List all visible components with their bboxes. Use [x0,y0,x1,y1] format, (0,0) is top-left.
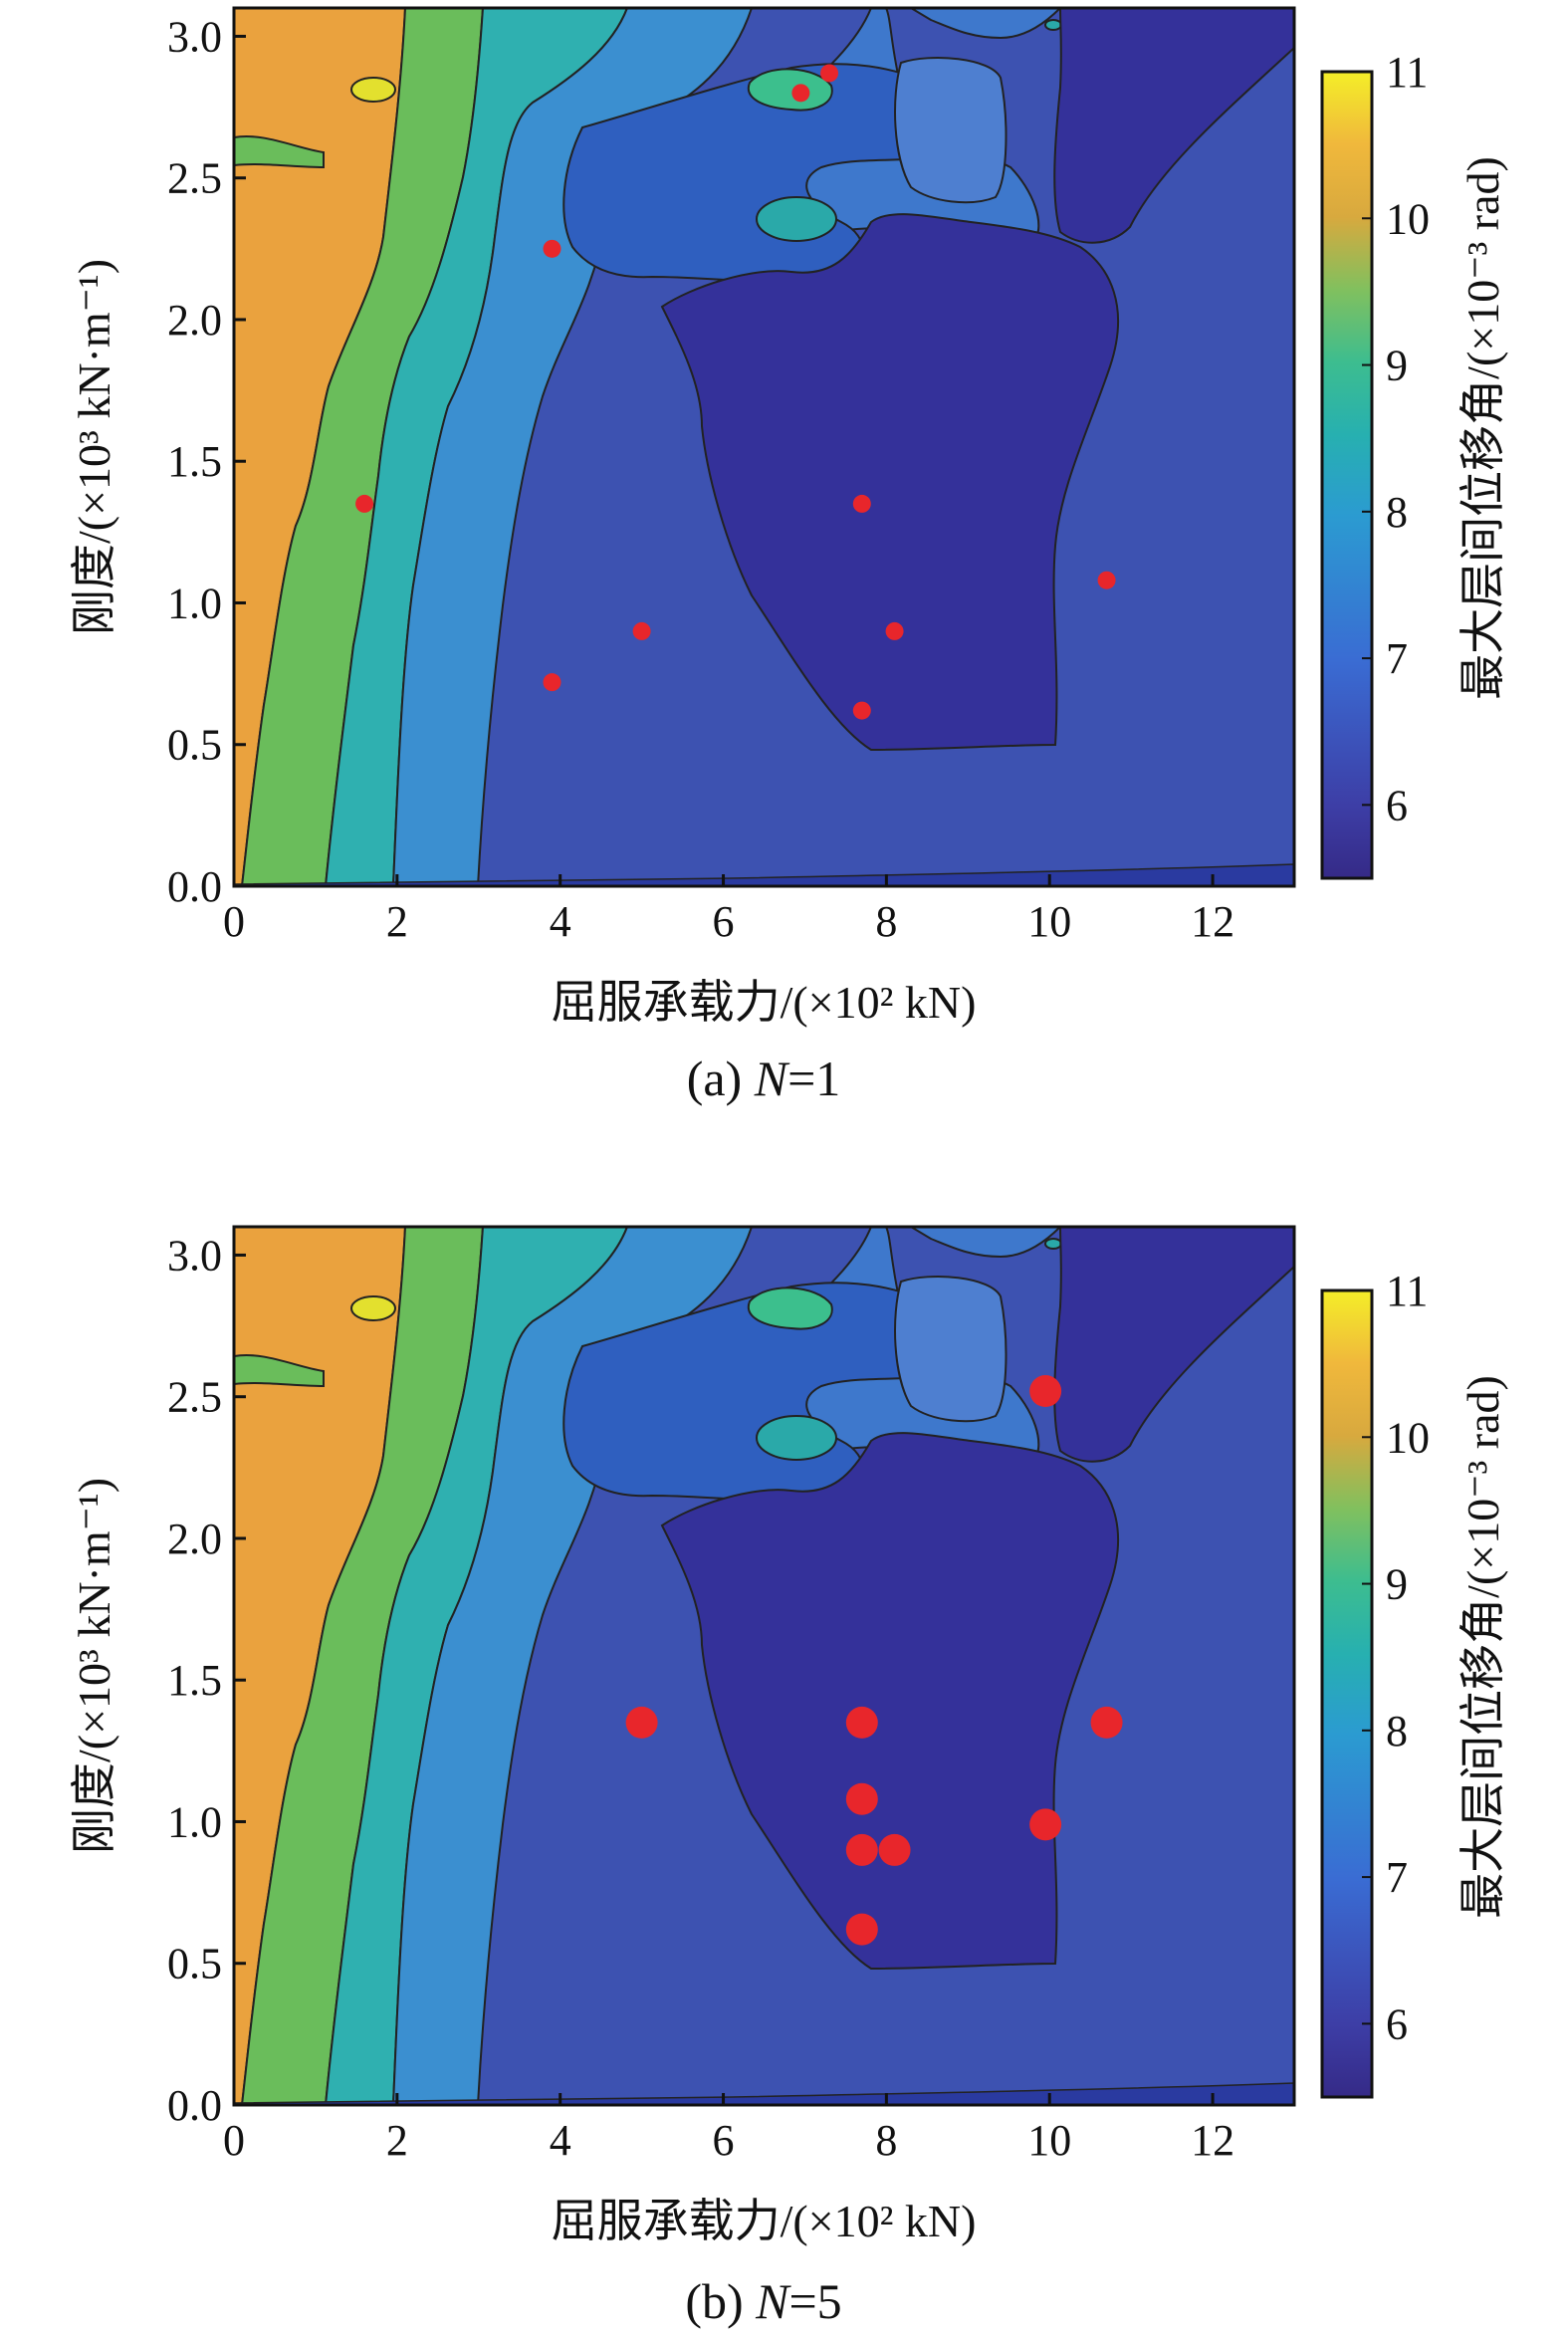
x-tick-label: 2 [386,897,408,946]
panel-b: 0 2 4 6 8 10 12 0.0 0.5 1.0 1.5 2.0 2.5 3.0 屈服承载力/(×… [69,1225,1508,2329]
colorbar-tick-label: 6 [1386,1999,1408,2048]
colorbar-tick-label: 11 [1386,48,1428,97]
data-point [355,494,374,513]
colorbar-tick-label: 9 [1386,1560,1408,1609]
y-axis-a: 0.0 0.5 1.0 1.5 2.0 2.5 3.0 [167,12,246,911]
x-tick-label: 4 [550,897,571,946]
caption-a: (a) N=1 [687,1051,841,1106]
data-point [625,1706,658,1739]
y-tick-label: 2.5 [167,1373,222,1422]
caption-a-var: N [754,1051,790,1106]
colorbar-label-a: 最大层间位移角/(×10⁻³ rad) [1457,156,1508,700]
caption-a-suffix: =1 [787,1051,840,1106]
x-tick-label: 4 [550,2116,571,2165]
colorbar-ticks-b: 6 7 8 9 10 11 [1362,1267,1430,2048]
y-axis-label-b: 刚度/(×10³ kN·m⁻¹) [69,1478,119,1854]
y-tick-label: 2.0 [167,296,222,345]
data-point [1090,1706,1123,1739]
y-axis-label-a: 刚度/(×10³ kN·m⁻¹) [69,259,119,635]
data-point [1097,571,1116,589]
x-tick-label: 0 [223,2116,245,2165]
colorbar-label-b: 最大层间位移角/(×10⁻³ rad) [1457,1375,1508,1919]
colorbar-tick-label: 8 [1386,1707,1408,1755]
x-tick-label: 8 [875,897,897,946]
data-point [1029,1808,1062,1841]
data-points-b [625,1375,1123,1946]
x-tick-label: 10 [1027,897,1071,946]
data-points-a [355,64,1116,720]
colorbar-tick-label: 10 [1386,1413,1430,1462]
colorbar-b [1320,1288,1374,2099]
data-point [820,64,839,83]
colorbar-tick-label: 6 [1386,781,1408,829]
y-tick-label: 0.5 [167,1940,222,1989]
y-tick-label: 3.0 [167,1231,222,1280]
x-tick-label: 12 [1191,2116,1234,2165]
x-tick-label: 12 [1191,897,1234,946]
x-tick-label: 8 [875,2116,897,2165]
caption-b-suffix: =5 [788,2273,841,2329]
y-tick-label: 3.0 [167,12,222,61]
y-tick-label: 2.5 [167,154,222,203]
plot-frame-b [232,1225,1296,2107]
x-tick-label: 10 [1027,2116,1071,2165]
data-point [845,1913,878,1946]
y-tick-label: 0.0 [167,2081,222,2130]
y-tick-label: 1.5 [167,437,222,486]
x-axis-b: 0 2 4 6 8 10 12 [223,2093,1234,2165]
plot-frame-a [232,6,1296,888]
y-tick-label: 0.5 [167,721,222,770]
colorbar-tick-label: 8 [1386,488,1408,537]
data-point [852,701,871,720]
caption-a-prefix: (a) [687,1051,755,1106]
x-axis-label-b: 屈服承载力/(×10² kN) [552,2196,977,2246]
caption-b-prefix: (b) [685,2273,756,2329]
y-tick-label: 2.0 [167,1515,222,1563]
x-tick-label: 0 [223,897,245,946]
data-point [878,1833,911,1866]
y-tick-label: 1.0 [167,1797,222,1846]
x-tick-label: 6 [713,897,735,946]
data-point [885,621,904,640]
x-tick-label: 2 [386,2116,408,2165]
data-point [852,494,871,513]
y-axis-b: 0.0 0.5 1.0 1.5 2.0 2.5 3.0 [167,1231,246,2130]
data-point [791,84,810,103]
x-axis-label-a: 屈服承载力/(×10² kN) [552,977,977,1028]
y-tick-label: 1.5 [167,1656,222,1705]
colorbar-tick-label: 10 [1386,194,1430,243]
colorbar-tick-label: 7 [1386,634,1408,683]
x-axis-a: 0 2 4 6 8 10 12 [223,874,1234,946]
data-point [543,239,561,258]
x-tick-label: 6 [713,2116,735,2165]
colorbar-tick-label: 11 [1386,1267,1428,1315]
data-point [1029,1375,1062,1408]
colorbar-tick-label: 9 [1386,342,1408,390]
y-tick-label: 1.0 [167,579,222,627]
caption-b-var: N [755,2273,791,2329]
colorbar-a [1320,70,1374,880]
data-point [845,1833,878,1866]
y-tick-label: 0.0 [167,862,222,911]
data-point [632,621,651,640]
data-point [543,673,561,692]
colorbar-ticks-a: 6 7 8 9 10 11 [1362,48,1430,829]
contour-map-b [234,1227,1294,2105]
contour-map-a [234,8,1294,886]
data-point [845,1782,878,1815]
data-point [845,1706,878,1739]
caption-b: (b) N=5 [685,2273,841,2329]
colorbar-tick-label: 7 [1386,1853,1408,1902]
panel-a: 0 2 4 6 8 10 12 0.0 0.5 1.0 1.5 2.0 2.5 3.0 屈服承载力/(×… [69,6,1508,1106]
